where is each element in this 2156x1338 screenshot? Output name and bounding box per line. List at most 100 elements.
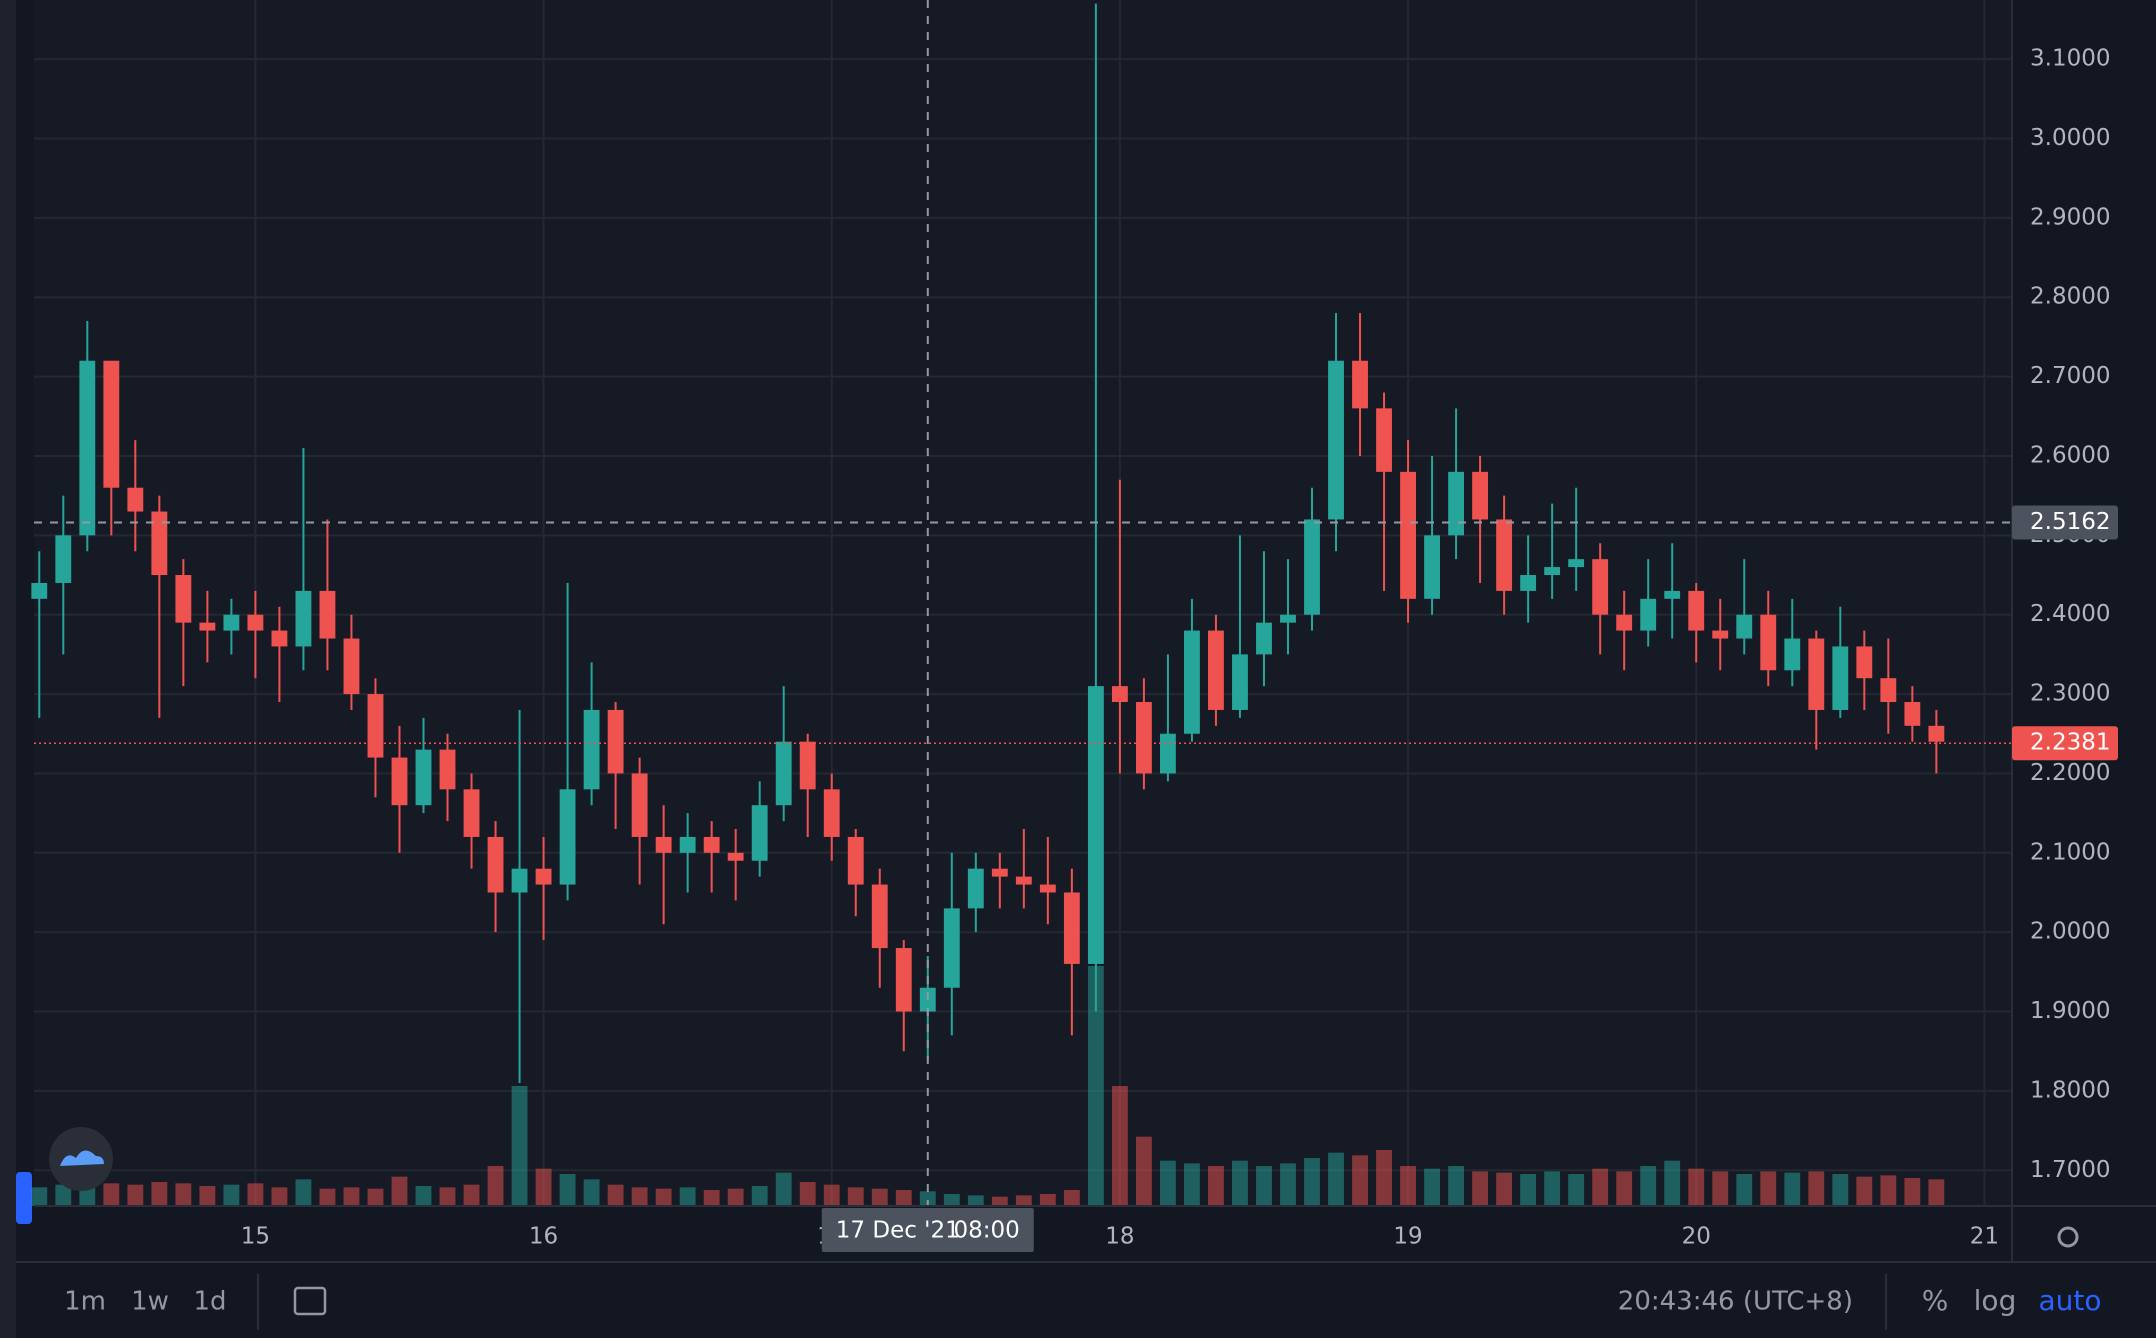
- gear[interactable]: [2057, 1226, 2079, 1248]
- logo: [49, 1127, 113, 1191]
- sidebar-toggle[interactable]: [16, 1172, 32, 1224]
- volume-bar: [1328, 1152, 1344, 1206]
- auto-toggle[interactable]: auto: [2038, 1284, 2101, 1317]
- candle-body: [223, 614, 240, 631]
- candle-body: [703, 836, 720, 853]
- volume-bar: [367, 1188, 384, 1206]
- date-range-icon[interactable]: [257, 1274, 1887, 1330]
- volume-bar: [1784, 1172, 1801, 1206]
- candle-body: [583, 709, 600, 790]
- candle-body: [991, 868, 1008, 877]
- volume-bar: [151, 1182, 168, 1206]
- volume-bar: [127, 1184, 144, 1206]
- y-tick-label: 1.9000: [2030, 998, 2110, 1024]
- candle-body: [1736, 614, 1753, 639]
- candle-body: [1904, 702, 1921, 726]
- volume-bar: [1592, 1168, 1609, 1206]
- crosshair-price-label: 2.5162: [2030, 509, 2110, 535]
- volume-bar: [583, 1179, 600, 1206]
- candle-body: [31, 582, 48, 599]
- volume-bar: [415, 1186, 432, 1206]
- candle-body: [1928, 725, 1945, 742]
- x-tick-label: 20: [1682, 1224, 1711, 1250]
- candle-body: [559, 789, 576, 885]
- y-tick-label: 2.8000: [2030, 284, 2110, 310]
- volume-bar: [919, 1191, 936, 1206]
- volume-bar: [1664, 1160, 1681, 1206]
- candle-body: [343, 638, 360, 695]
- volume-bar: [1928, 1179, 1945, 1206]
- y-tick-label: 2.0000: [2030, 919, 2110, 945]
- candle-body: [271, 630, 288, 647]
- candle-body: [1135, 702, 1152, 774]
- y-tick-label: 3.0000: [2030, 125, 2110, 151]
- crosshair-time-label: 08:00: [953, 1218, 1019, 1244]
- last-price-label: 2.2381: [2030, 730, 2110, 756]
- volume-bar: [1111, 1086, 1128, 1206]
- candle-body: [1063, 892, 1080, 964]
- range-button[interactable]: 1w: [131, 1287, 169, 1317]
- volume-bar: [1015, 1195, 1032, 1206]
- volume-bar: [1135, 1136, 1152, 1206]
- candle-body: [535, 868, 552, 885]
- volume-bar: [1184, 1163, 1200, 1206]
- candle-body: [1039, 884, 1056, 893]
- x-tick-label: 19: [1393, 1224, 1422, 1250]
- clock: 20:43:46 (UTC+8): [1618, 1287, 1853, 1317]
- gear-icon[interactable]: [2057, 1226, 2079, 1248]
- volume-bar: [991, 1196, 1008, 1206]
- volume-bar: [1880, 1175, 1897, 1206]
- left-strip: [0, 0, 16, 1338]
- candle-body: [103, 360, 120, 488]
- volume-bar: [535, 1168, 552, 1206]
- candle-body: [391, 757, 408, 806]
- volume-bar: [607, 1184, 624, 1206]
- candle-body: [1568, 559, 1585, 568]
- candle-body: [1832, 646, 1849, 710]
- volume-bar: [343, 1187, 360, 1206]
- volume-bar: [1832, 1174, 1849, 1206]
- candle-body: [1328, 360, 1344, 520]
- volume-bar: [847, 1187, 864, 1206]
- percent-toggle[interactable]: %: [1922, 1284, 1949, 1317]
- candle-body: [1880, 678, 1897, 703]
- range-button[interactable]: 1m: [64, 1287, 106, 1317]
- volume-bar: [871, 1188, 888, 1206]
- candle-body: [199, 622, 216, 631]
- crosshair-date-badge: [821, 1208, 1034, 1252]
- y-tick-label: 2.1000: [2030, 839, 2110, 865]
- y-tick-label: 1.8000: [2030, 1077, 2110, 1103]
- y-tick-label: 2.3000: [2030, 681, 2110, 707]
- candle-body: [1232, 654, 1248, 710]
- candle-body: [1448, 471, 1465, 536]
- y-tick-label: 3.1000: [2030, 46, 2110, 72]
- volume-bar: [439, 1187, 456, 1206]
- y-tick-label: 2.7000: [2030, 363, 2110, 389]
- candle-body: [1472, 471, 1489, 520]
- volume-bar: [1544, 1171, 1561, 1206]
- volume-bar: [1640, 1166, 1657, 1206]
- candle-body: [1784, 638, 1801, 671]
- calendar-icon[interactable]: [293, 1286, 327, 1316]
- candle-body: [1208, 630, 1224, 710]
- y-tick-label: 2.6000: [2030, 442, 2110, 468]
- candle-body: [1184, 630, 1200, 734]
- candle-body: [943, 908, 960, 988]
- volume-bar: [271, 1187, 288, 1206]
- candle-body: [1376, 408, 1392, 472]
- log-toggle[interactable]: log: [1974, 1284, 2017, 1317]
- crosshair-price-badge: [2012, 505, 2118, 540]
- y-tick-label: 2.4000: [2030, 601, 2110, 627]
- crosshair-date-label: 17 Dec '21: [836, 1218, 960, 1244]
- volume-bar: [775, 1172, 792, 1206]
- volume-bar: [1496, 1172, 1513, 1206]
- volume-bar: [1400, 1166, 1416, 1206]
- volume-bar: [679, 1187, 696, 1206]
- candle-body: [55, 535, 72, 583]
- volume-bar: [727, 1188, 744, 1206]
- range-button[interactable]: 1d: [193, 1287, 226, 1317]
- candle-body: [319, 590, 336, 639]
- volume-bar: [1808, 1171, 1825, 1206]
- volume-bar: [31, 1187, 48, 1206]
